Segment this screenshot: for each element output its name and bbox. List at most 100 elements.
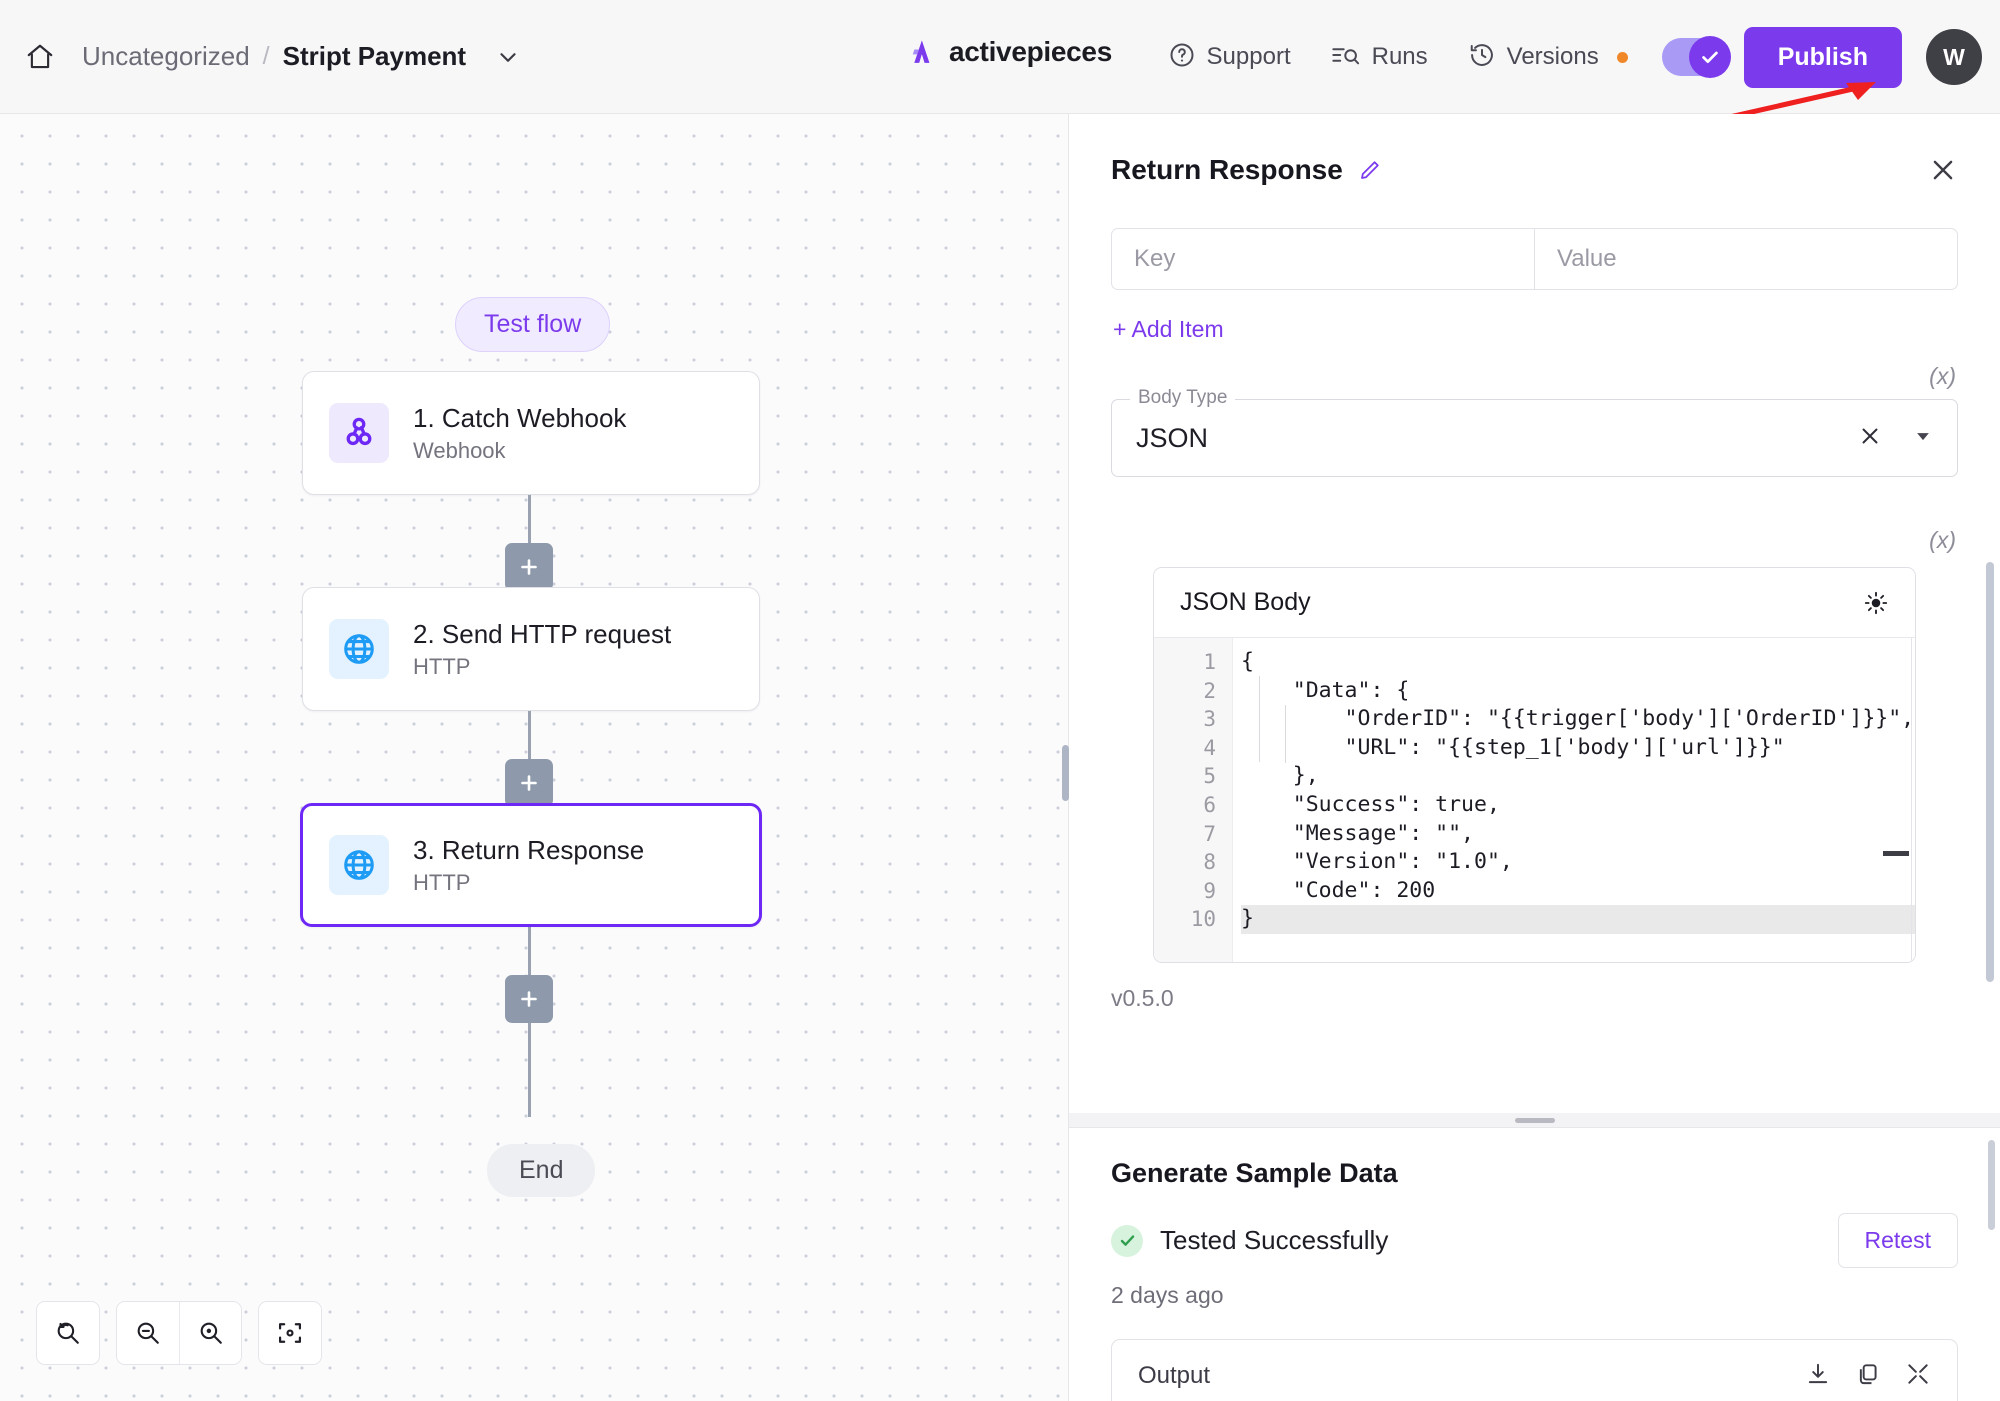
fit-view-group: [258, 1301, 322, 1365]
add-step-button-2[interactable]: [505, 759, 553, 807]
enable-flow-toggle[interactable]: [1661, 36, 1731, 78]
line-number: 3: [1203, 707, 1216, 732]
breadcrumb: Uncategorized / Stript Payment: [82, 41, 521, 72]
flow-node-send-http-request[interactable]: 2. Send HTTP request HTTP: [302, 587, 760, 711]
help-circle-icon: [1168, 41, 1196, 74]
node-title: 2. Send HTTP request: [413, 618, 672, 649]
runs-list-icon: [1331, 41, 1361, 74]
breadcrumb-flow-name[interactable]: Stript Payment: [282, 41, 467, 71]
versions-label: Versions: [1506, 43, 1599, 70]
globe-icon: [329, 619, 389, 679]
runs-button[interactable]: Runs: [1311, 41, 1448, 74]
add-item-button[interactable]: + Add Item: [1113, 316, 1224, 342]
line-number: 6: [1203, 792, 1216, 817]
code-line: "URL": "{{step_1['body']['url']}}": [1241, 734, 1785, 760]
node-title: 3. Return Response: [413, 834, 645, 865]
header-key-input[interactable]: Key: [1134, 245, 1176, 272]
download-icon[interactable]: [1805, 1361, 1831, 1392]
flow-node-catch-webhook[interactable]: 1. Catch Webhook Webhook: [302, 371, 760, 495]
clear-body-type-icon[interactable]: [1857, 423, 1883, 454]
line-number: 5: [1203, 764, 1216, 789]
line-number: 2: [1203, 678, 1216, 703]
zoom-in-icon[interactable]: [179, 1302, 241, 1364]
webhook-icon: [329, 403, 389, 463]
generate-sample-data-panel: Generate Sample Data Tested Successfully…: [1069, 1127, 2000, 1401]
json-body-editor[interactable]: JSON Body 1 2 3 4 5 6 7 8: [1153, 567, 1916, 963]
add-step-button-3[interactable]: [505, 975, 553, 1023]
avatar[interactable]: W: [1926, 29, 1982, 85]
magic-wand-icon[interactable]: [1863, 590, 1889, 616]
indent-guide: [1285, 705, 1286, 763]
publish-button[interactable]: Publish: [1743, 26, 1902, 88]
support-button[interactable]: Support: [1148, 41, 1311, 74]
flow-node-return-response[interactable]: 3. Return Response HTTP: [300, 803, 762, 927]
line-number: 7: [1203, 821, 1216, 846]
breadcrumb-folder[interactable]: Uncategorized: [82, 41, 250, 71]
reset-zoom-icon[interactable]: [37, 1302, 99, 1364]
code-line: {: [1241, 649, 1254, 674]
node-subtitle: Webhook: [413, 438, 506, 464]
zoom-out-icon[interactable]: [117, 1302, 179, 1364]
body-type-label: Body Type: [1130, 387, 1236, 409]
panel-resize-handle[interactable]: [1062, 745, 1069, 801]
editor-title: JSON Body: [1180, 588, 1311, 616]
editor-code-area[interactable]: { "Data": { "OrderID": "{{trigger['body'…: [1233, 638, 1915, 962]
output-card: Output object {3}: [1111, 1339, 1958, 1401]
sample-data-title: Generate Sample Data: [1111, 1158, 1398, 1188]
check-circle-icon: [1111, 1224, 1143, 1257]
editor-header: JSON Body: [1154, 568, 1915, 638]
editor-horizontal-scrollbar[interactable]: [1883, 851, 1909, 856]
flow-end-label: End: [487, 1144, 596, 1197]
output-header: Output: [1112, 1340, 1957, 1401]
test-status-row: Tested Successfully Retest: [1111, 1213, 1958, 1268]
line-number: 9: [1203, 878, 1216, 903]
code-line: "OrderID": "{{trigger['body']['OrderID']…: [1241, 706, 1915, 732]
home-icon[interactable]: [20, 37, 60, 77]
response-headers-row: Key Value: [1111, 228, 1958, 290]
pencil-icon[interactable]: [1358, 158, 1382, 182]
support-label: Support: [1206, 43, 1291, 70]
body-type-select[interactable]: Body Type JSON: [1111, 387, 1958, 477]
body-type-value: JSON: [1136, 422, 1209, 453]
line-number: 1: [1203, 650, 1216, 674]
header-value-input[interactable]: Value: [1534, 229, 1957, 289]
zoom-reset-group: [36, 1301, 100, 1365]
node-subtitle: HTTP: [413, 870, 471, 896]
expand-icon[interactable]: [1905, 1361, 1931, 1392]
runs-label: Runs: [1371, 43, 1428, 70]
add-step-button-1[interactable]: [505, 543, 553, 591]
editor-vertical-rule: [1911, 638, 1912, 962]
line-number: 4: [1203, 735, 1216, 760]
panel-scrollbar[interactable]: [1986, 562, 1994, 982]
zoom-in-out-group: [116, 1301, 242, 1365]
panel-horizontal-split-handle[interactable]: [1069, 1113, 2000, 1127]
top-bar: Uncategorized / Stript Payment activepie…: [0, 0, 2000, 114]
breadcrumb-separator: /: [262, 42, 270, 70]
test-timestamp: 2 days ago: [1111, 1282, 1224, 1308]
versions-unsaved-dot: [1616, 51, 1628, 63]
chevron-down-icon[interactable]: [1913, 426, 1933, 451]
variable-badge[interactable]: (x): [1929, 363, 1956, 389]
lower-panel-scrollbar[interactable]: [1988, 1140, 1995, 1230]
split-grip: [1514, 1117, 1555, 1123]
flow-canvas[interactable]: Test flow 1. Catch Webhook Webhook 2. Se…: [0, 114, 1068, 1401]
copy-icon[interactable]: [1855, 1361, 1881, 1392]
chevron-down-icon[interactable]: [495, 44, 521, 70]
globe-icon: [329, 835, 389, 895]
top-bar-actions: Support Runs Versions Publish: [1148, 0, 1982, 114]
indent-guide: [1259, 676, 1260, 762]
fit-view-icon[interactable]: [259, 1302, 321, 1364]
close-icon[interactable]: [1928, 155, 1958, 185]
versions-button[interactable]: Versions: [1448, 41, 1648, 74]
output-title: Output: [1138, 1362, 1211, 1389]
retest-button[interactable]: Retest: [1837, 1213, 1958, 1268]
json-body-field: (x) JSON Body 1 2 3 4 5 6: [1111, 527, 1958, 963]
code-line: "Data": {: [1241, 677, 1410, 703]
test-flow-button[interactable]: Test flow: [455, 297, 611, 352]
line-number: 10: [1190, 907, 1216, 932]
panel-title: Return Response: [1111, 154, 1343, 185]
editor-body[interactable]: 1 2 3 4 5 6 7 8 9 10 { "Data": {: [1154, 638, 1915, 962]
brand-logo: activepieces: [906, 36, 1112, 68]
panel-header: Return Response: [1069, 114, 2000, 186]
variable-badge[interactable]: (x): [1929, 527, 1956, 553]
